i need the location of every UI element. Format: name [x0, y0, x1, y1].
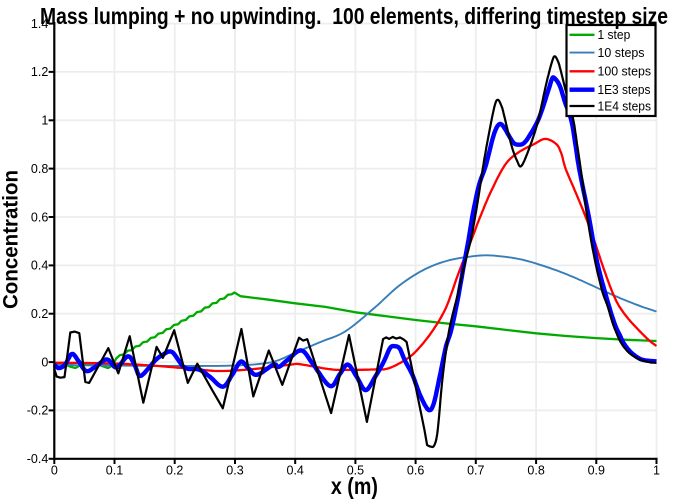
svg-text:0.6: 0.6: [407, 464, 424, 478]
svg-text:0: 0: [51, 464, 58, 478]
svg-text:0.8: 0.8: [527, 464, 544, 478]
svg-text:0.5: 0.5: [347, 464, 364, 478]
svg-text:1.4: 1.4: [31, 17, 48, 31]
svg-text:-0.2: -0.2: [27, 404, 49, 418]
svg-text:0.4: 0.4: [31, 259, 48, 273]
svg-text:-0.4: -0.4: [27, 452, 49, 466]
svg-text:0.1: 0.1: [106, 464, 123, 478]
svg-text:0.4: 0.4: [287, 464, 304, 478]
svg-text:0.2: 0.2: [166, 464, 183, 478]
svg-text:1: 1: [41, 114, 48, 128]
svg-text:1: 1: [653, 464, 660, 478]
svg-text:Mass lumping + no upwinding.: Mass lumping + no upwinding. 100 element…: [40, 3, 668, 29]
svg-text:0.7: 0.7: [467, 464, 484, 478]
svg-text:1 step: 1 step: [598, 27, 631, 42]
svg-text:10 steps: 10 steps: [598, 45, 645, 60]
svg-text:0.6: 0.6: [31, 210, 48, 224]
svg-text:0: 0: [41, 355, 48, 369]
svg-text:0.3: 0.3: [226, 464, 243, 478]
svg-text:100 steps: 100 steps: [598, 64, 652, 79]
svg-text:0.2: 0.2: [31, 307, 48, 321]
svg-text:0.9: 0.9: [588, 464, 605, 478]
svg-text:Concentration: Concentration: [0, 170, 23, 309]
svg-text:x (m): x (m): [331, 473, 378, 499]
svg-text:0.8: 0.8: [31, 162, 48, 176]
svg-text:1E3 steps: 1E3 steps: [598, 82, 651, 97]
svg-text:1E4 steps: 1E4 steps: [598, 98, 652, 113]
svg-text:1.2: 1.2: [31, 65, 48, 79]
